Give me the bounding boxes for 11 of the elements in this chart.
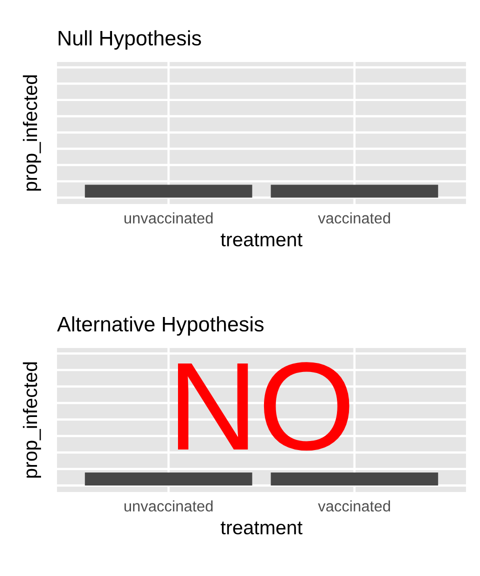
y-axis-title: prop_infected: [22, 362, 42, 478]
chart-title: Null Hypothesis: [58, 30, 201, 50]
x-tick-label: unvaccinated: [124, 212, 213, 224]
text: NO: [178, 362, 350, 451]
chart-title: Alternative Hypothesis: [57, 316, 264, 336]
x-tick-label: vaccinated: [318, 212, 390, 224]
x-axis-title: treatment: [220, 234, 302, 246]
x-axis-title: treatment: [220, 522, 302, 534]
x-tick-label: unvaccinated: [124, 500, 213, 512]
x-tick-label: vaccinated: [318, 500, 390, 512]
y-axis-title: prop_infected: [22, 75, 42, 191]
